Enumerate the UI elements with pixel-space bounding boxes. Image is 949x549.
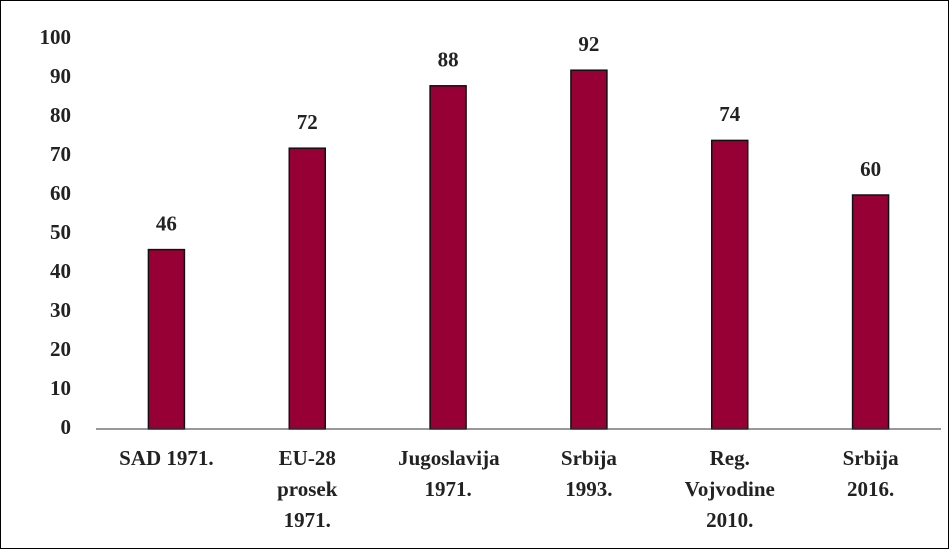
data-label: 60 [860, 157, 881, 181]
y-tick-label: 50 [50, 220, 71, 244]
x-tick-label: Srbija 2016. [842, 446, 899, 501]
bar [429, 85, 467, 430]
bar [851, 194, 890, 430]
data-label: 88 [438, 48, 459, 72]
bar [288, 147, 326, 430]
y-tick-label: 30 [50, 298, 71, 322]
data-label: 92 [578, 32, 599, 56]
x-tick-label: SAD 1971. [119, 446, 214, 470]
y-tick-label: 90 [50, 64, 71, 88]
y-tick-label: 20 [50, 337, 71, 361]
data-label: 72 [297, 110, 318, 134]
y-tick-label: 60 [50, 181, 71, 205]
bar [570, 69, 608, 430]
y-tick-label: 40 [50, 259, 71, 283]
bar [147, 248, 186, 430]
x-tick-label: Jugoslavija 1971. [398, 446, 500, 501]
x-tick-label: Reg. Vojvodine 2010. [684, 446, 775, 532]
y-tick-label: 80 [50, 103, 71, 127]
data-label: 46 [156, 211, 177, 235]
bar [711, 139, 749, 430]
y-tick-label: 100 [40, 25, 72, 49]
y-tick-label: 70 [50, 142, 71, 166]
y-tick-label: 0 [61, 415, 72, 439]
x-tick-label: Srbija 1993. [560, 446, 617, 501]
data-label: 74 [719, 102, 741, 126]
y-tick-label: 10 [50, 376, 71, 400]
x-tick-label: EU-28 prosek 1971. [277, 446, 338, 532]
